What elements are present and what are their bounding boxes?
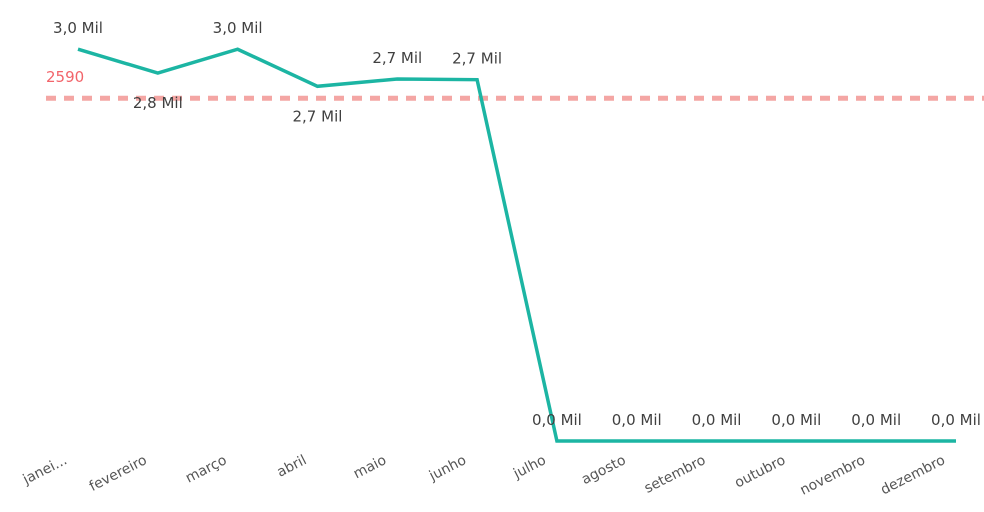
data-label: 0,0 Mil <box>532 411 582 429</box>
x-tick-label: agosto <box>579 452 628 488</box>
data-label: 2,7 Mil <box>372 49 422 67</box>
reference-line-group: 2590 <box>46 68 984 101</box>
data-label: 0,0 Mil <box>851 411 901 429</box>
data-label: 0,0 Mil <box>612 411 662 429</box>
data-label: 0,0 Mil <box>931 411 981 429</box>
x-tick-label: novembro <box>798 452 868 498</box>
data-label: 0,0 Mil <box>692 411 742 429</box>
x-tick-label: junho <box>426 452 469 484</box>
data-label: 2,7 Mil <box>452 50 502 68</box>
x-tick-label: dezembro <box>878 452 948 498</box>
data-label-group: 3,0 Mil 2,8 Mil 3,0 Mil 2,7 Mil 2,7 Mil 2,7 M… <box>53 19 981 429</box>
series-line <box>77 47 956 443</box>
data-label: 2,7 Mil <box>293 107 343 125</box>
data-label: 0,0 Mil <box>771 411 821 429</box>
reference-line-label: 2590 <box>46 68 84 86</box>
x-tick-label: março <box>183 452 229 486</box>
x-tick-label: fevereiro <box>87 452 150 495</box>
data-label: 2,8 Mil <box>133 94 183 112</box>
data-label: 3,0 Mil <box>53 19 103 37</box>
x-tick-label: maio <box>351 452 389 482</box>
x-tick-label: outubro <box>732 452 788 491</box>
x-tick-label: setembro <box>642 452 709 496</box>
series-line-group <box>77 47 956 443</box>
data-label: 3,0 Mil <box>213 19 263 37</box>
x-axis-tick-group: janei... fevereiro março abril maio junho julh… <box>20 452 948 498</box>
x-tick-label: janei... <box>20 452 70 488</box>
x-tick-label: abril <box>274 452 309 480</box>
x-tick-label: julho <box>510 452 549 482</box>
